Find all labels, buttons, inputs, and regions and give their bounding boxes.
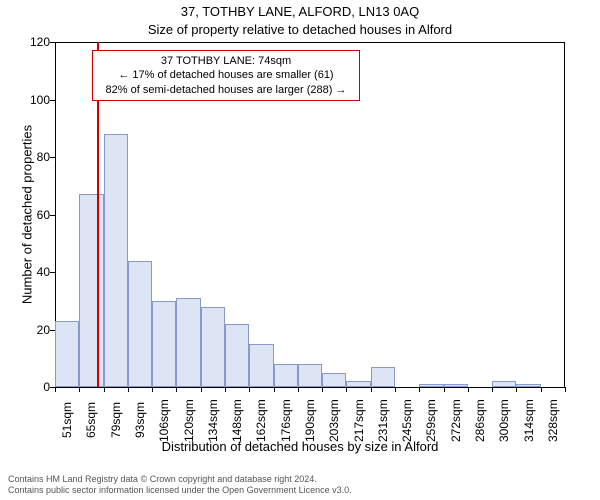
histogram-bar [176, 298, 200, 387]
x-tick-label: 106sqm [157, 402, 171, 442]
x-tick-label: 148sqm [230, 402, 244, 442]
x-tick-label: 245sqm [400, 402, 414, 442]
x-tick-label: 51sqm [60, 402, 74, 442]
histogram-bar [516, 384, 540, 387]
histogram-bar [225, 324, 249, 387]
x-tick-label: 328sqm [546, 402, 560, 442]
histogram-bar [492, 381, 516, 387]
attribution-line-1: Contains HM Land Registry data © Crown c… [8, 474, 352, 485]
histogram-bar [104, 134, 128, 387]
y-tick-label: 120 [20, 35, 50, 49]
info-line-3: 82% of semi-detached houses are larger (… [101, 83, 351, 97]
histogram-bar [201, 307, 225, 388]
histogram-bar [152, 301, 176, 387]
x-tick-label: 93sqm [133, 402, 147, 442]
y-tick-label: 20 [20, 323, 50, 337]
x-tick-label: 65sqm [84, 402, 98, 442]
y-tick-label: 0 [20, 380, 50, 394]
histogram-bar [371, 367, 395, 387]
x-tick-label: 190sqm [303, 402, 317, 442]
histogram-bar [79, 194, 103, 387]
x-tick-label: 120sqm [182, 402, 196, 442]
x-tick-label: 300sqm [497, 402, 511, 442]
y-tick-label: 60 [20, 208, 50, 222]
histogram-bar [322, 373, 346, 387]
info-line-2: ← 17% of detached houses are smaller (61… [101, 68, 351, 82]
y-tick-label: 100 [20, 93, 50, 107]
info-line-1: 37 TOTHBY LANE: 74sqm [101, 54, 351, 68]
histogram-bar [249, 344, 273, 387]
chart-title: 37, TOTHBY LANE, ALFORD, LN13 0AQ [0, 4, 600, 19]
histogram-bar [298, 364, 322, 387]
x-tick-label: 217sqm [352, 402, 366, 442]
histogram-bar [419, 384, 443, 387]
histogram-bar [444, 384, 468, 387]
y-tick-label: 80 [20, 150, 50, 164]
info-box: 37 TOTHBY LANE: 74sqm ← 17% of detached … [92, 50, 360, 101]
x-tick-label: 259sqm [424, 402, 438, 442]
histogram-bar [346, 381, 370, 387]
x-tick-label: 79sqm [109, 402, 123, 442]
histogram-bar [274, 364, 298, 387]
x-tick-label: 134sqm [206, 402, 220, 442]
attribution-text: Contains HM Land Registry data © Crown c… [8, 474, 352, 496]
x-tick-label: 162sqm [254, 402, 268, 442]
x-tick-label: 231sqm [376, 402, 390, 442]
attribution-line-2: Contains public sector information licen… [8, 485, 352, 496]
x-tick-label: 272sqm [449, 402, 463, 442]
x-tick-label: 203sqm [327, 402, 341, 442]
y-tick-label: 40 [20, 265, 50, 279]
chart-subtitle: Size of property relative to detached ho… [0, 22, 600, 37]
x-tick-label: 314sqm [522, 402, 536, 442]
histogram-bar [55, 321, 79, 387]
x-tick-label: 286sqm [473, 402, 487, 442]
histogram-bar [128, 261, 152, 388]
x-tick-label: 176sqm [279, 402, 293, 442]
